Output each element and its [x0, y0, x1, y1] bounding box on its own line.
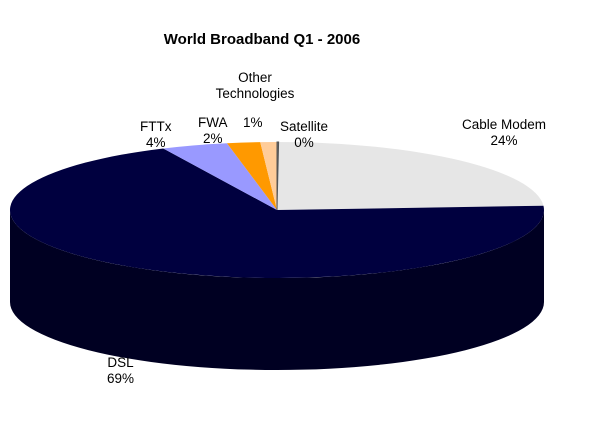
chart-title: World Broadband Q1 - 2006 — [163, 31, 361, 48]
pie-slice-fwa — [226, 142, 277, 210]
pie-slice-satellite — [276, 141, 280, 211]
slice-label-fttx: FTTx 4% — [140, 119, 172, 151]
slice-label-other-technologies: Other Technologies — [205, 70, 305, 102]
slice-name: DSL — [107, 355, 134, 370]
slice-value-other-technologies: 1% — [243, 115, 263, 131]
pie-side-dsl — [10, 210, 544, 370]
slice-name: Cable Modem — [462, 117, 547, 132]
slice-value: 24% — [490, 133, 518, 148]
slice-label-cable-modem: Cable Modem 24% — [462, 117, 546, 149]
pie-slice-fttx — [163, 143, 277, 210]
slice-label-fwa: FWA 2% — [198, 115, 228, 147]
slice-name: FWA — [198, 115, 228, 130]
pie-slice-dsl — [10, 148, 545, 278]
pie-slice-cable-modem — [277, 142, 544, 210]
slice-value: 2% — [202, 131, 223, 146]
pie-slice-other-technologies — [260, 142, 277, 210]
slice-name: Satellite — [280, 119, 329, 134]
slice-value: 69% — [107, 371, 135, 386]
slice-name: FTTx — [140, 119, 172, 134]
slice-label-dsl: DSL 69% — [107, 355, 134, 387]
slice-label-satellite: Satellite 0% — [280, 119, 328, 151]
slice-value: 1% — [243, 115, 263, 130]
slice-value: 0% — [294, 135, 314, 150]
slice-name: Other Technologies — [215, 70, 295, 101]
slice-value: 4% — [145, 135, 166, 150]
